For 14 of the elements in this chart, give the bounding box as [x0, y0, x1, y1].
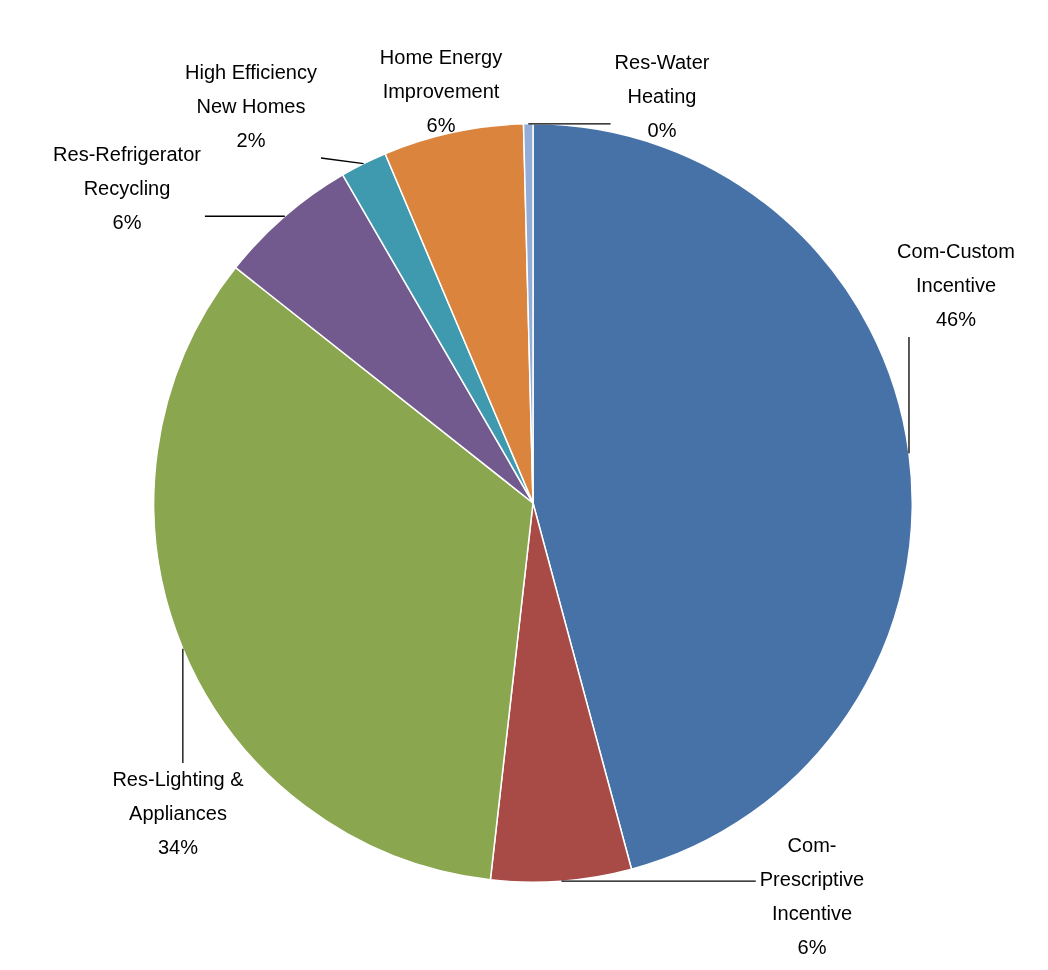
- slice-label: Res-Lighting & Appliances: [112, 767, 245, 824]
- slice-label: High Efficiency New Homes: [185, 60, 317, 117]
- data-label: 6%: [426, 113, 456, 136]
- slice-label: Res-Water Heating: [614, 50, 710, 107]
- slice-label: Com-Custom Incentive: [897, 239, 1015, 296]
- data-label: 46%: [935, 307, 977, 330]
- slice-label: Com-Prescriptive Incentive: [759, 833, 865, 924]
- data-label: 6%: [112, 210, 142, 233]
- data-label: 6%: [797, 935, 827, 958]
- data-label: 0%: [647, 118, 677, 141]
- data-label: 2%: [236, 128, 266, 151]
- slice-label: Res-Refrigerator Recycling: [53, 142, 202, 199]
- slice-label: Home Energy Improvement: [379, 45, 503, 102]
- data-label: 34%: [157, 835, 199, 858]
